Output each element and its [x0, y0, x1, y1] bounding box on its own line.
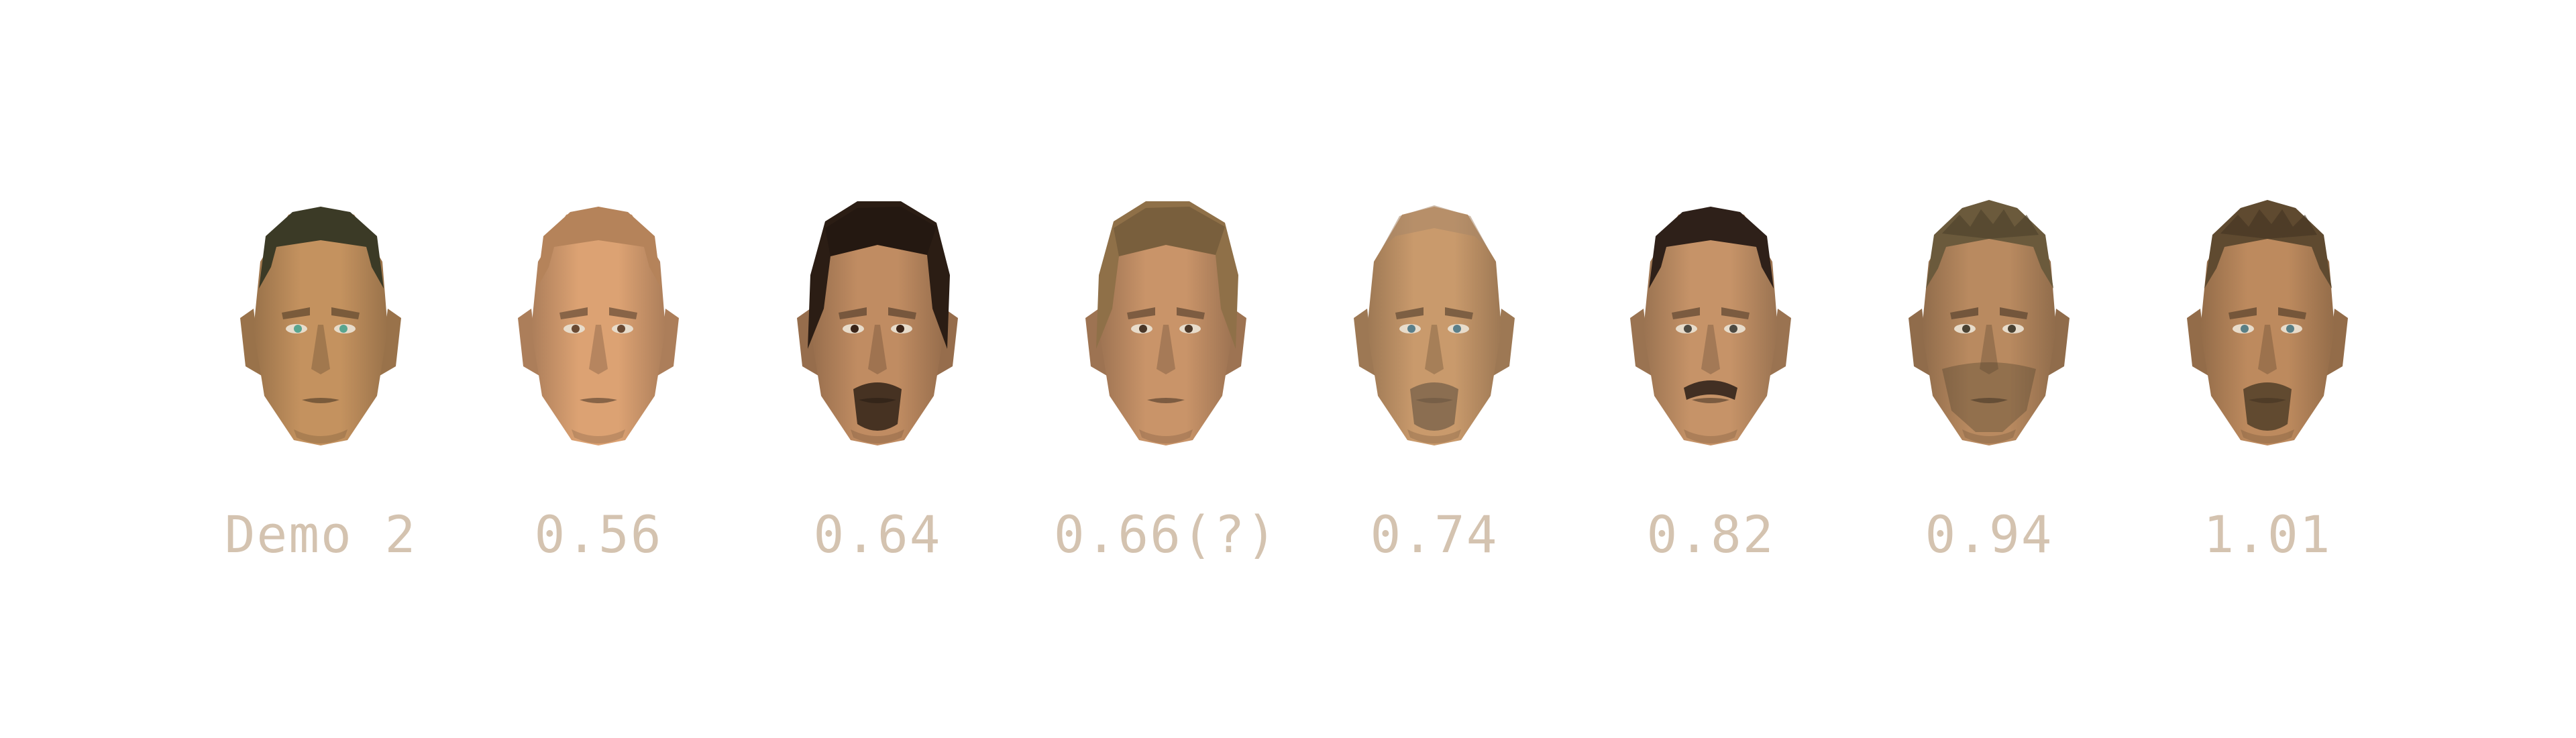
face-image	[1340, 174, 1528, 470]
face-item: 0.94	[1868, 0, 2110, 738]
face-image	[1617, 174, 1805, 470]
ear-right	[657, 309, 679, 376]
nose	[1701, 325, 1720, 374]
face-portrait	[797, 201, 958, 445]
face-image	[1072, 174, 1260, 470]
mouth	[580, 398, 617, 403]
version-label: 0.82	[1646, 505, 1775, 564]
nose	[589, 325, 608, 374]
face-image	[504, 174, 692, 470]
ear-left	[2187, 309, 2208, 376]
version-label: 1.01	[2203, 505, 2332, 564]
ear-right	[1770, 309, 1791, 376]
beard	[853, 382, 902, 431]
mouth	[302, 398, 339, 403]
ear-left	[1085, 309, 1107, 376]
face-portrait	[518, 207, 679, 445]
ear-left	[1630, 309, 1652, 376]
ear-left	[797, 309, 818, 376]
face-portrait	[1909, 200, 2070, 445]
face-item: Demo 2	[200, 0, 441, 738]
beard	[1684, 380, 1737, 400]
mouth	[1147, 398, 1185, 403]
ear-right	[2326, 309, 2348, 376]
beard	[1942, 362, 2036, 432]
ear-left	[240, 309, 262, 376]
ear-right	[2048, 309, 2070, 376]
nose	[1980, 325, 1998, 374]
nose	[2258, 325, 2277, 374]
ear-right	[1493, 309, 1515, 376]
nose	[868, 325, 887, 374]
face-portrait	[2187, 200, 2348, 445]
face-image	[1895, 174, 2083, 470]
face-image	[784, 174, 971, 470]
ear-left	[518, 309, 539, 376]
beard	[2243, 382, 2292, 431]
version-label: 0.66(?)	[1053, 505, 1279, 564]
hair	[537, 207, 661, 288]
hair	[1382, 205, 1488, 248]
nose	[1425, 325, 1444, 374]
face-item: 1.01	[2147, 0, 2388, 738]
face-image	[2174, 174, 2361, 470]
ear-right	[380, 309, 401, 376]
version-label: Demo 2	[224, 505, 417, 564]
nose	[311, 325, 330, 374]
version-label: 0.74	[1370, 505, 1499, 564]
face-portrait	[1085, 201, 1246, 445]
mouth	[1970, 398, 2008, 403]
face-item: 0.82	[1590, 0, 1831, 738]
face-image	[227, 174, 415, 470]
mouth	[1692, 398, 1729, 403]
version-label: 0.94	[1925, 505, 2053, 564]
nose	[1157, 325, 1175, 374]
version-label: 0.64	[813, 505, 942, 564]
face-item: 0.64	[757, 0, 998, 738]
hair	[259, 207, 384, 288]
beard	[1410, 382, 1458, 431]
hair	[1649, 207, 1774, 288]
face-portrait	[1630, 207, 1791, 445]
face-item: 0.56	[478, 0, 719, 738]
face-item: 0.74	[1313, 0, 1555, 738]
face-item: 0.66(?)	[1045, 0, 1287, 738]
face-portrait	[1354, 205, 1515, 445]
ear-left	[1909, 309, 1930, 376]
version-label: 0.56	[534, 505, 663, 564]
face-portrait	[240, 207, 401, 445]
ear-left	[1354, 309, 1375, 376]
